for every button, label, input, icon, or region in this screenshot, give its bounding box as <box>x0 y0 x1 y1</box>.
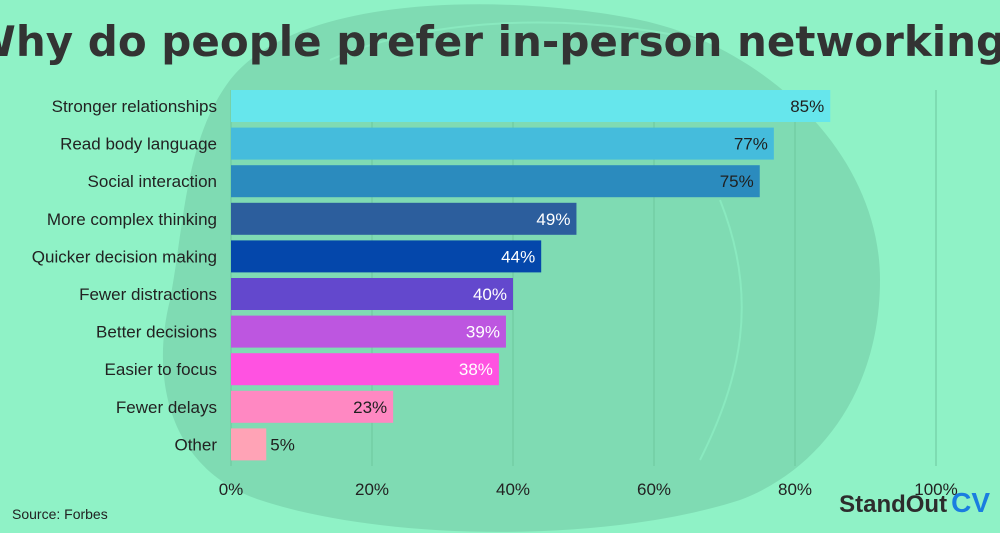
bar <box>231 127 774 160</box>
logo-word: StandOut <box>839 491 947 518</box>
bar <box>231 165 760 198</box>
value-label: 5% <box>270 435 295 454</box>
value-label: 77% <box>734 135 768 154</box>
logo-accent: CV <box>951 487 990 518</box>
x-tick-labels: 0% 20% 40% 60% 80% 100% <box>219 480 958 499</box>
category-label: More complex thinking <box>47 210 217 229</box>
background-blob-curve <box>329 21 743 461</box>
bars <box>231 90 831 461</box>
category-label: Better decisions <box>96 323 217 342</box>
value-label: 75% <box>720 172 754 191</box>
bar <box>231 390 394 423</box>
category-label: Stronger relationships <box>52 97 217 116</box>
source-note: Source: Forbes <box>12 506 108 522</box>
category-label: Other <box>174 435 217 454</box>
bar <box>231 278 513 310</box>
category-label: Fewer distractions <box>79 285 217 304</box>
value-label: 44% <box>501 247 535 266</box>
bar <box>231 315 506 348</box>
chart-title: Why do people prefer in-person networkin… <box>0 17 1000 66</box>
value-label: 49% <box>536 210 570 229</box>
bar <box>231 240 542 273</box>
value-label: 23% <box>353 398 387 417</box>
bar <box>231 353 499 386</box>
category-label: Fewer delays <box>116 398 217 417</box>
x-tick-label: 0% <box>219 480 244 499</box>
bar <box>231 428 267 461</box>
x-tick-label: 80% <box>778 480 812 499</box>
bar <box>231 202 577 235</box>
value-labels: 85% 77% 75% 49%44% 40% 39% 38% 23% 5% <box>270 97 824 454</box>
x-tick-label: 20% <box>355 480 389 499</box>
category-label: Easier to focus <box>105 360 217 379</box>
value-label: 38% <box>459 360 493 379</box>
x-tick-label: 40% <box>496 480 530 499</box>
category-label: Quicker decision making <box>32 247 217 266</box>
category-labels: Stronger relationships Read body language… <box>32 97 218 454</box>
standout-cv-logo: StandOut CV <box>839 487 990 518</box>
category-label: Read body language <box>60 135 217 154</box>
x-tick-label: 100% <box>914 480 957 499</box>
category-label: Social interaction <box>88 172 217 191</box>
x-tick-label: 60% <box>637 480 671 499</box>
value-label: 85% <box>790 97 824 116</box>
value-label: 40% <box>473 285 507 304</box>
value-label: 39% <box>466 323 500 342</box>
bar <box>231 90 831 122</box>
